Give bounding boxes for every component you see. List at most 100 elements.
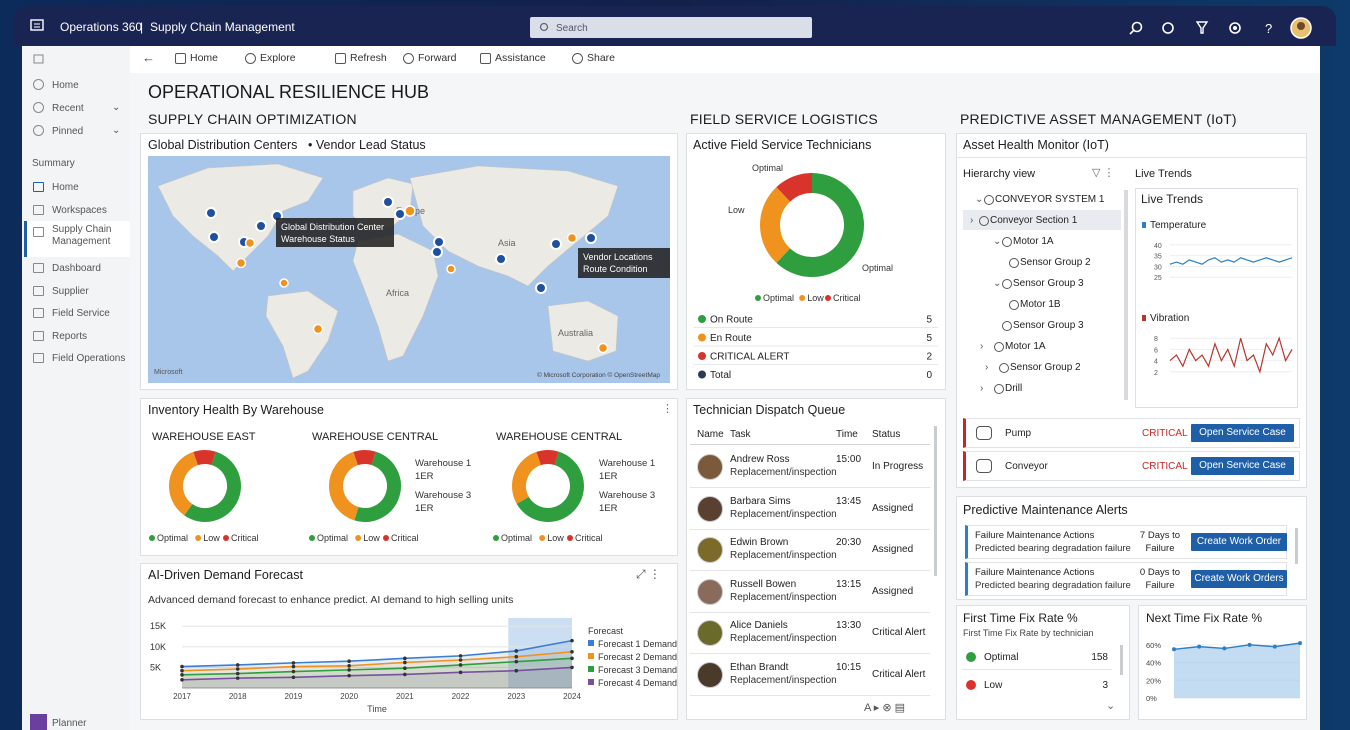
forecast-point bbox=[458, 670, 463, 675]
maintenance-detail: Predicted bearing degradation failure bbox=[975, 543, 1131, 554]
legend-swatch bbox=[588, 640, 594, 646]
nav-item[interactable]: Field Service bbox=[52, 308, 110, 319]
x-tick-label: 2019 bbox=[285, 692, 303, 701]
legend-dot bbox=[825, 295, 831, 301]
warehouse-note: 1ER bbox=[415, 503, 434, 514]
tech-time: 15:00 bbox=[836, 454, 862, 465]
forecast-point bbox=[180, 673, 184, 677]
donut-label: Optimal bbox=[752, 163, 783, 173]
forecast-point bbox=[570, 656, 574, 661]
command-icon bbox=[175, 53, 186, 64]
row-divider bbox=[962, 669, 1112, 670]
legend-label: Critical bbox=[391, 533, 419, 543]
menu-icon[interactable] bbox=[33, 53, 45, 65]
y-tick-label: 40% bbox=[1146, 659, 1161, 668]
command[interactable]: Forward bbox=[418, 52, 457, 64]
tree-chevron[interactable]: › bbox=[980, 383, 984, 394]
y-tick-label: 25 bbox=[1154, 275, 1162, 282]
nav-item[interactable]: Recent bbox=[52, 103, 84, 114]
nav-item[interactable]: Supply Chain Management bbox=[52, 224, 112, 247]
y-tick-label: 35 bbox=[1154, 254, 1162, 261]
callout-text: Route Condition bbox=[583, 264, 648, 274]
pager-icons[interactable]: A ▸ ⊗ ▤ bbox=[864, 702, 906, 714]
nav-icon bbox=[33, 331, 44, 341]
search-icon bbox=[539, 22, 549, 32]
tree-chevron[interactable]: ⌄ bbox=[975, 194, 984, 205]
panel-tools[interactable]: ⤢ ⋮ bbox=[636, 567, 661, 581]
command[interactable]: Share bbox=[587, 52, 616, 64]
tree-node[interactable]: Drill bbox=[1005, 383, 1023, 394]
forecast-area bbox=[182, 658, 572, 688]
nav-icon bbox=[33, 79, 44, 90]
map-callout bbox=[578, 248, 670, 278]
maintenance-button[interactable]: Create Work Orders bbox=[1191, 570, 1287, 588]
forecast-chart: 15K 10K 5K 2017 2018 2019 2020 2021 2022 2023 2024… bbox=[150, 618, 677, 714]
tech-name: Edwin Brown bbox=[730, 537, 789, 548]
waffle-icon[interactable] bbox=[30, 18, 46, 34]
tree-selected bbox=[963, 210, 1121, 230]
y-tick-label: 4 bbox=[1154, 359, 1158, 366]
forecast-point bbox=[347, 663, 351, 668]
nav-footer[interactable]: Planner bbox=[52, 718, 87, 729]
nav-item[interactable]: Workspaces bbox=[52, 205, 107, 216]
alert-button[interactable]: Open Service Case bbox=[1191, 424, 1294, 442]
command[interactable]: Refresh bbox=[350, 52, 387, 64]
tree-chevron[interactable]: › bbox=[985, 362, 989, 373]
forecast-point bbox=[235, 671, 240, 676]
nav-item[interactable]: Home bbox=[52, 80, 79, 91]
tree-node[interactable]: Motor 1A bbox=[1005, 341, 1046, 352]
expand-icon[interactable]: ⌄ bbox=[1106, 700, 1116, 712]
tree-node[interactable]: Conveyor Section 1 bbox=[990, 215, 1078, 226]
tree-chevron[interactable]: › bbox=[980, 341, 984, 352]
tree-chevron[interactable]: › bbox=[970, 215, 974, 226]
nav-item[interactable]: Reports bbox=[52, 331, 88, 342]
tree-node[interactable]: Sensor Group 3 bbox=[1013, 278, 1084, 289]
tree-node-icon bbox=[1009, 258, 1019, 268]
nav-item[interactable]: Field Operations bbox=[52, 353, 126, 364]
tree-node[interactable]: Sensor Group 2 bbox=[1020, 257, 1091, 268]
search-box[interactable] bbox=[530, 17, 812, 38]
tree-node[interactable]: Motor 1B bbox=[1020, 299, 1061, 310]
tree-chevron[interactable]: ⌄ bbox=[993, 278, 1002, 289]
status-label: On Route bbox=[710, 315, 753, 326]
legend-label: Low bbox=[363, 533, 380, 543]
nav-item[interactable]: Supplier bbox=[52, 286, 89, 297]
nav-item[interactable]: Home bbox=[52, 182, 79, 193]
alert-button[interactable]: Open Service Case bbox=[1191, 457, 1294, 475]
tree-node[interactable]: CONVEYOR SYSTEM 1 bbox=[995, 194, 1105, 205]
divider bbox=[956, 157, 1307, 158]
warehouse-note: Warehouse 1 bbox=[415, 458, 471, 469]
legend-label: Optimal bbox=[157, 533, 188, 543]
command[interactable]: Assistance bbox=[495, 52, 546, 64]
command[interactable]: Home bbox=[190, 52, 219, 64]
nav-item[interactable]: Dashboard bbox=[52, 263, 101, 274]
y-tick-label: 10K bbox=[150, 642, 166, 652]
legend-label: Critical bbox=[575, 533, 603, 543]
command[interactable]: Explore bbox=[260, 52, 296, 64]
warehouse-note: Warehouse 1 bbox=[599, 458, 655, 469]
tech-status: Critical Alert bbox=[872, 627, 926, 638]
forecast-point bbox=[180, 677, 184, 682]
tree-chevron[interactable]: ⌄ bbox=[993, 236, 1002, 247]
tree-node[interactable]: Sensor Group 3 bbox=[1013, 320, 1084, 331]
planner-icon bbox=[30, 714, 47, 730]
tree-node[interactable]: Sensor Group 2 bbox=[1010, 362, 1081, 373]
maintenance-button[interactable]: Create Work Order bbox=[1191, 533, 1287, 551]
forecast-line bbox=[181, 639, 573, 668]
forecast-title: AI-Driven Demand Forecast bbox=[148, 568, 303, 582]
back-button[interactable]: ← bbox=[142, 50, 155, 65]
filter-icon[interactable]: ▽ ⋮ bbox=[1092, 167, 1115, 179]
top-icons[interactable]: ? bbox=[1125, 16, 1325, 40]
sidebar bbox=[22, 46, 131, 730]
ftfr-value: 158 bbox=[1091, 652, 1108, 663]
more-menu[interactable]: ⋮ bbox=[662, 403, 673, 415]
legend-label: Optimal bbox=[501, 533, 532, 543]
alert-level: CRITICAL bbox=[1142, 428, 1188, 439]
tree-node[interactable]: Motor 1A bbox=[1013, 236, 1054, 247]
map-filter[interactable]: • Vendor Lead Status bbox=[308, 138, 426, 152]
command-bar bbox=[130, 46, 1320, 74]
nav-item[interactable]: Pinned bbox=[52, 126, 84, 137]
nav-icon bbox=[33, 182, 44, 192]
tech-task: Replacement/inspection bbox=[730, 591, 837, 603]
